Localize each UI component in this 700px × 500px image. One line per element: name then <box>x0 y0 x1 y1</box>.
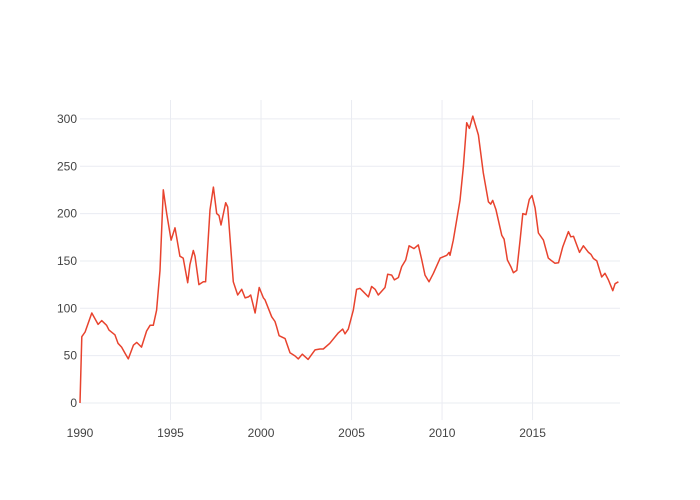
y-tick-label: 250 <box>57 159 77 173</box>
x-axis-ticks: 1990 1995 2000 2005 2010 2015 <box>67 426 547 440</box>
plot-background <box>80 100 620 420</box>
y-tick-label: 150 <box>57 254 77 268</box>
x-tick-label: 2005 <box>338 426 365 440</box>
y-gridlines <box>80 118 620 404</box>
series-line <box>79 115 619 404</box>
y-tick-label: 300 <box>57 112 77 126</box>
x-tick-label: 2010 <box>429 426 456 440</box>
y-axis-ticks: 0 50 100 150 200 250 300 <box>57 112 77 410</box>
series-group <box>79 115 619 404</box>
x-tick-label: 2015 <box>519 426 546 440</box>
y-tick-label: 50 <box>64 349 78 363</box>
x-tick-label: 1990 <box>67 426 94 440</box>
y-tick-label: 200 <box>57 207 77 221</box>
y-tick-label: 0 <box>70 396 77 410</box>
x-tick-label: 2000 <box>248 426 275 440</box>
x-gridlines <box>170 100 534 420</box>
y-tick-label: 100 <box>57 301 77 315</box>
x-tick-label: 1995 <box>157 426 184 440</box>
